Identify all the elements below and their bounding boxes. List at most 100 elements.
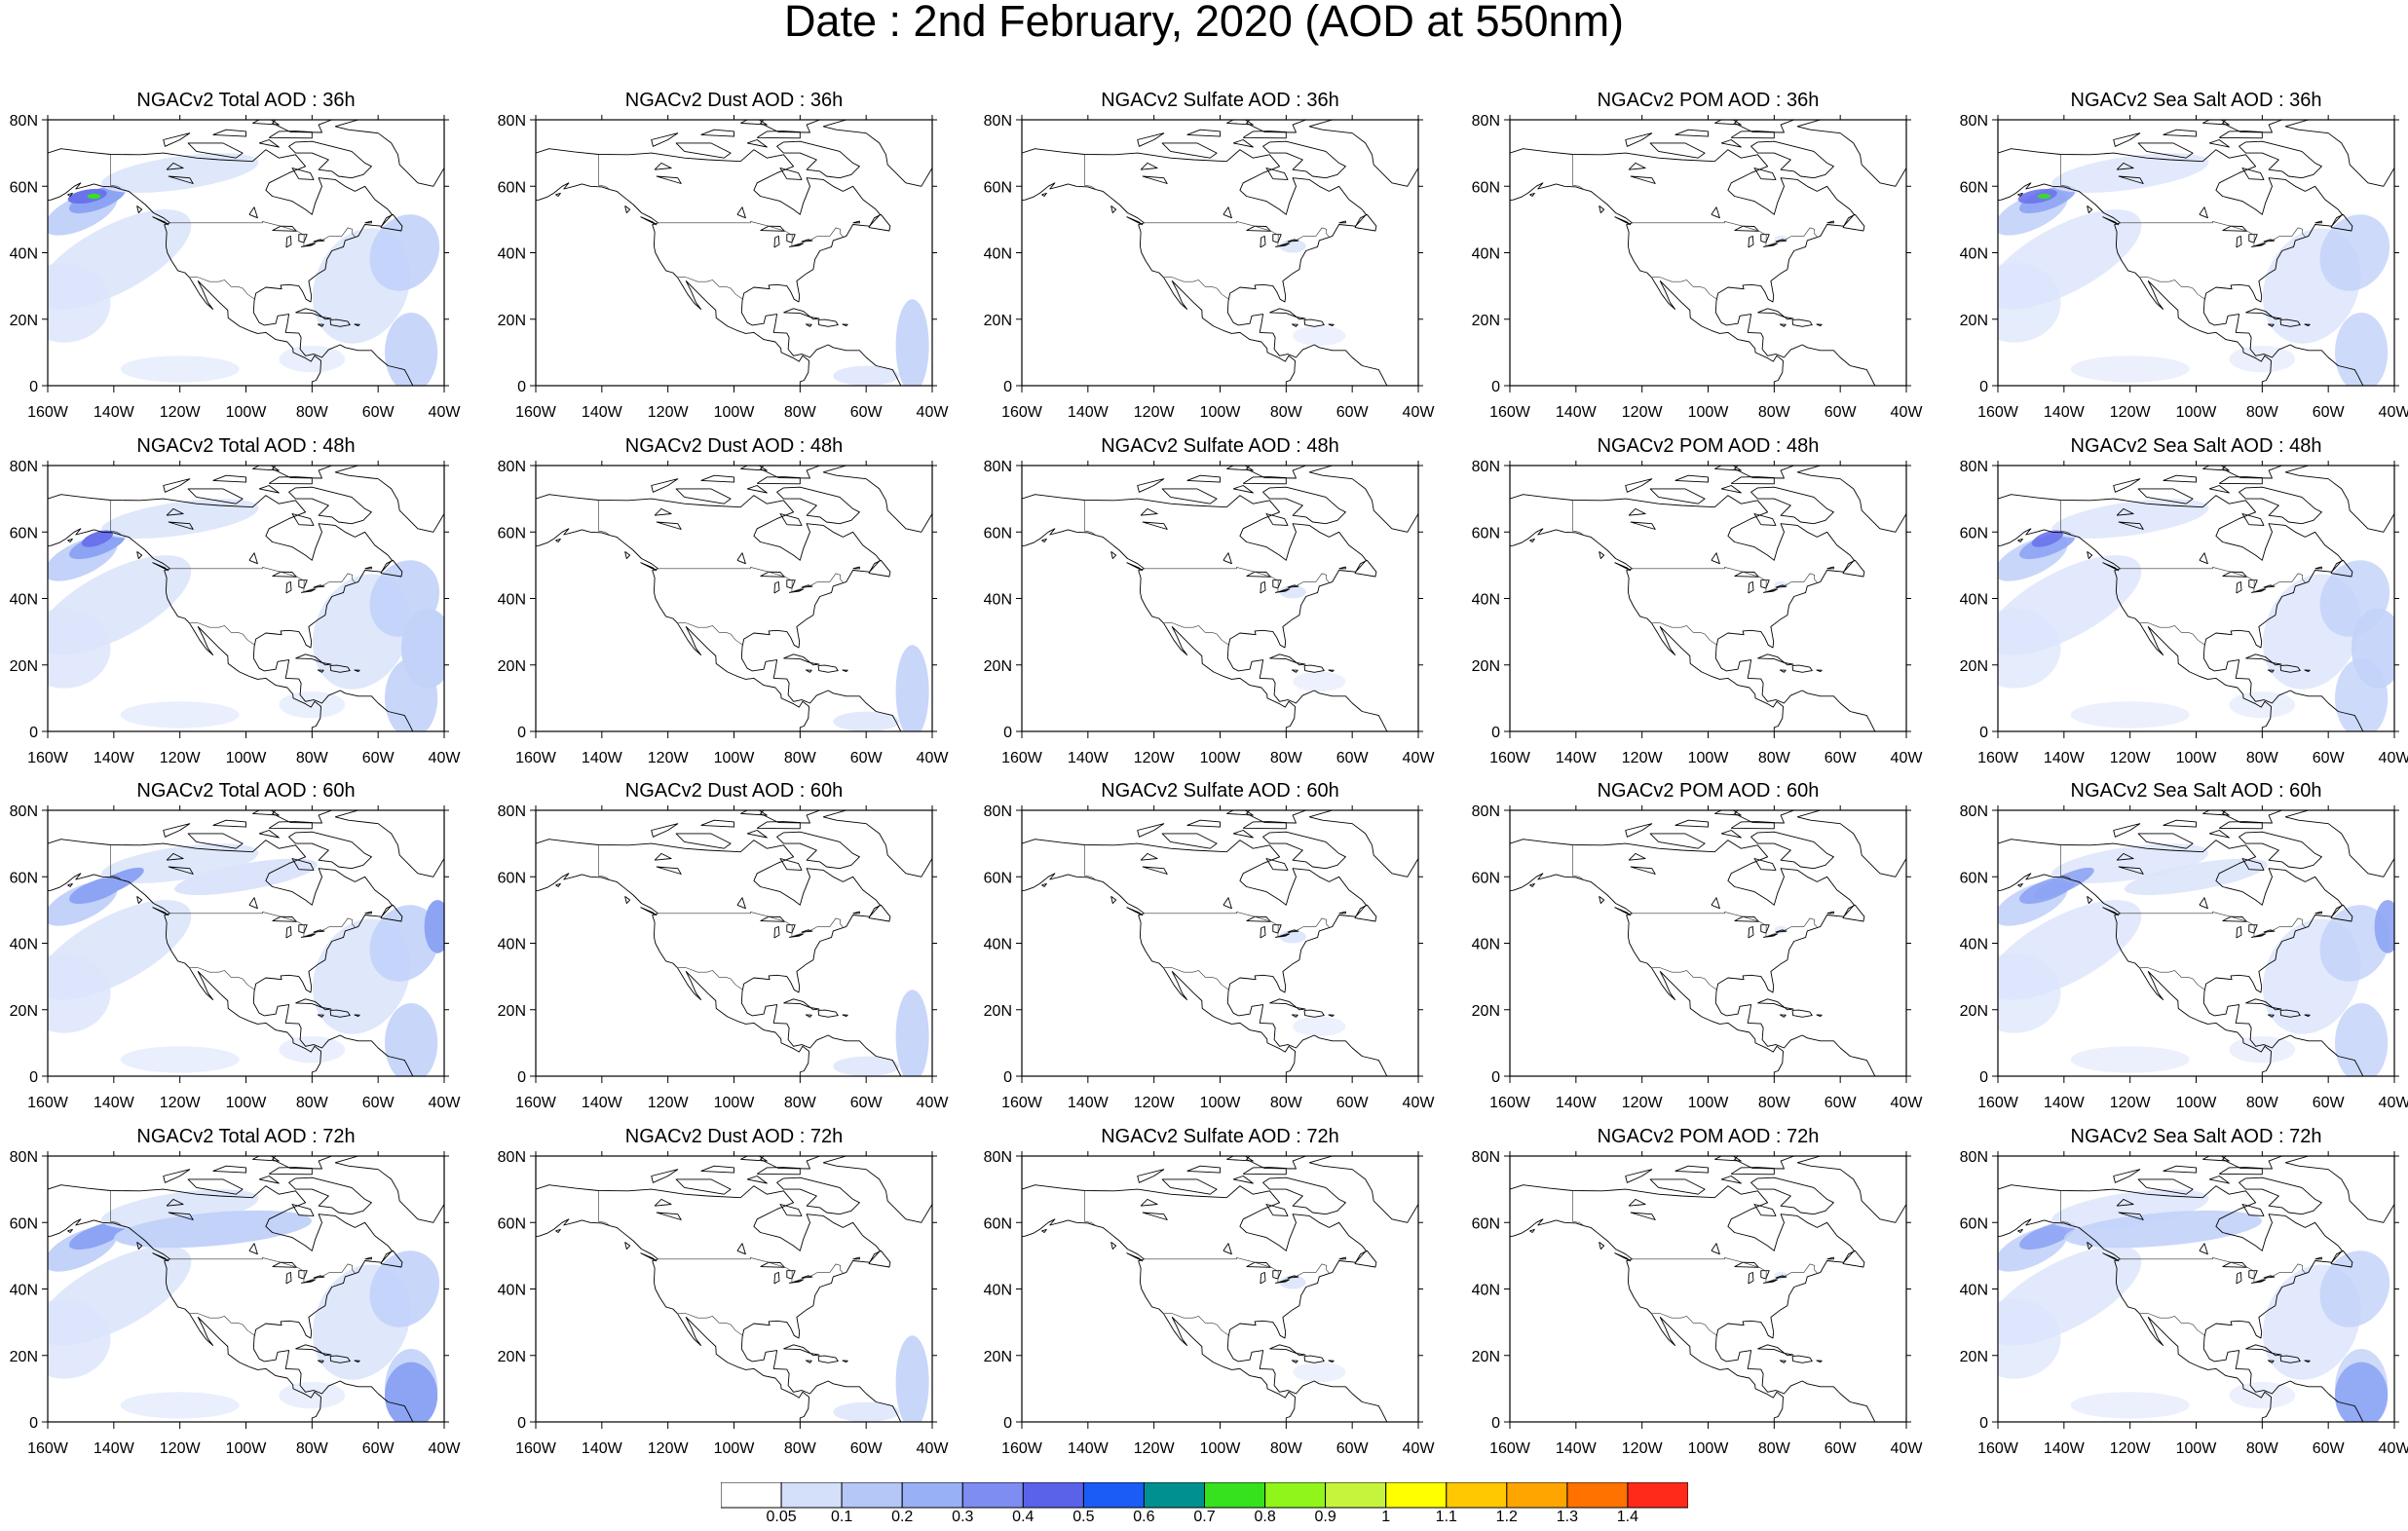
lon-tick-label: 160W — [1489, 1440, 1531, 1457]
lake-outline — [2250, 588, 2267, 593]
island-outline — [1674, 129, 1709, 137]
political-border — [2139, 277, 2206, 300]
colorbar-box — [1627, 1482, 1688, 1509]
aod-shading — [2037, 193, 2051, 200]
island-outline — [136, 1242, 143, 1250]
aod-shading — [2017, 188, 2057, 205]
lat-tick-label: 0 — [517, 1415, 526, 1432]
map-panel-body: NGACv2 Sulfate AOD : 60h 160W 140W 120W 100W… — [984, 780, 1436, 1111]
aod-shading — [2070, 355, 2190, 383]
island-outline — [760, 120, 823, 133]
island-outline — [868, 213, 891, 232]
lat-tick-label: 60N — [984, 525, 1012, 541]
lake-outline — [2118, 521, 2144, 530]
island-outline — [354, 1014, 360, 1018]
island-outline — [2330, 559, 2353, 578]
lon-tick-label: 40W — [917, 750, 950, 766]
island-outline — [2202, 120, 2230, 126]
island-outline — [2239, 1176, 2322, 1215]
lake-outline — [1140, 507, 1158, 516]
coastline — [1998, 494, 2364, 731]
political-border — [657, 1257, 844, 1284]
island-outline — [842, 1014, 848, 1018]
lon-tick-label: 40W — [429, 750, 462, 766]
island-outline — [1753, 513, 1777, 526]
island-outline — [1649, 1178, 1706, 1195]
lon-tick-label: 140W — [94, 750, 135, 766]
lon-tick-label: 40W — [917, 404, 950, 421]
island-outline — [2314, 220, 2322, 224]
political-border — [1084, 844, 1097, 880]
lon-tick-label: 60W — [850, 404, 884, 421]
lat-tick-label: 60N — [1960, 870, 1988, 886]
island-outline — [2087, 1242, 2093, 1250]
island-outline — [1625, 132, 1653, 147]
island-outline — [1720, 830, 1742, 839]
island-outline — [2113, 132, 2141, 147]
panel-title: NGACv2 Dust AOD : 60h — [625, 780, 843, 802]
island-outline — [2304, 669, 2311, 673]
island-outline — [1826, 566, 1834, 570]
aod-shading — [2319, 905, 2390, 982]
political-border — [677, 277, 744, 300]
lon-tick-label: 40W — [917, 1095, 950, 1111]
lon-tick-label: 40W — [2379, 404, 2408, 421]
lat-tick-label: 20N — [10, 658, 38, 675]
island-outline — [1303, 318, 1325, 327]
island-outline — [364, 1256, 372, 1260]
map-panel-body: NGACv2 Total AOD : 48h 160W 140W 120W 100W 80… — [10, 435, 462, 766]
lake-outline — [168, 866, 194, 875]
coastline — [1308, 810, 1418, 878]
political-border — [1651, 622, 1718, 646]
island-outline — [1826, 220, 1834, 224]
coastline — [1998, 1184, 2364, 1422]
island-outline — [746, 139, 768, 148]
island-outline — [1126, 216, 1144, 226]
lake-outline — [1272, 1270, 1282, 1280]
lat-tick-label: 20N — [1960, 1349, 1988, 1365]
island-outline — [1161, 142, 1218, 159]
island-outline — [163, 1169, 191, 1183]
island-outline — [1750, 1176, 1834, 1215]
island-outline — [1137, 1169, 1165, 1183]
lat-tick-label: 0 — [517, 379, 526, 395]
island-outline — [252, 810, 280, 816]
lon-tick-label: 160W — [1977, 1440, 2019, 1457]
lon-tick-label: 160W — [515, 1440, 557, 1457]
lake-outline — [1142, 175, 1168, 184]
lon-tick-label: 100W — [226, 1095, 268, 1111]
island-outline — [700, 819, 734, 828]
lon-tick-label: 60W — [1825, 404, 1858, 421]
lake-outline — [1760, 234, 1770, 243]
lon-tick-label: 40W — [2379, 1440, 2408, 1457]
island-outline — [2137, 1178, 2194, 1195]
island-outline — [1303, 1355, 1325, 1363]
coastline — [536, 494, 902, 731]
map-panel-body: NGACv2 Sulfate AOD : 36h 160W 140W 120W 100W… — [984, 90, 1436, 421]
island-outline — [1186, 1165, 1221, 1174]
coastline — [334, 466, 444, 533]
aod-shading — [2319, 214, 2390, 291]
political-border — [1631, 912, 1818, 938]
lat-tick-label: 20N — [1960, 658, 1988, 675]
lon-tick-label: 140W — [1556, 1095, 1598, 1111]
island-outline — [1625, 478, 1653, 493]
political-border — [1163, 967, 1230, 990]
map-panel: NGACv2 Dust AOD : 36h 160W 140W 120W 100W 80W… — [498, 90, 950, 421]
lat-tick-label: 40N — [1472, 592, 1500, 609]
island-outline — [2222, 810, 2285, 824]
lat-tick-label: 20N — [984, 1349, 1012, 1365]
island-outline — [212, 474, 246, 483]
lake-outline — [2116, 1198, 2134, 1207]
lat-tick-label: 40N — [1472, 937, 1500, 953]
lon-tick-label: 160W — [515, 750, 557, 766]
lat-tick-label: 60N — [984, 870, 1012, 886]
lake-outline — [654, 1198, 672, 1207]
map-field — [1022, 120, 1418, 386]
coastline — [1998, 839, 2364, 1076]
island-outline — [1779, 669, 1787, 673]
island-outline — [2279, 318, 2301, 327]
island-outline — [136, 205, 143, 213]
island-outline — [2267, 669, 2275, 673]
coastline — [822, 466, 932, 533]
